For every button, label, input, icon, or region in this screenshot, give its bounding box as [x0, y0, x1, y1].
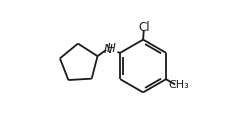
- Text: CH₃: CH₃: [169, 80, 189, 90]
- Text: H: H: [107, 42, 116, 55]
- Text: Cl: Cl: [138, 21, 150, 34]
- Text: N: N: [104, 43, 112, 56]
